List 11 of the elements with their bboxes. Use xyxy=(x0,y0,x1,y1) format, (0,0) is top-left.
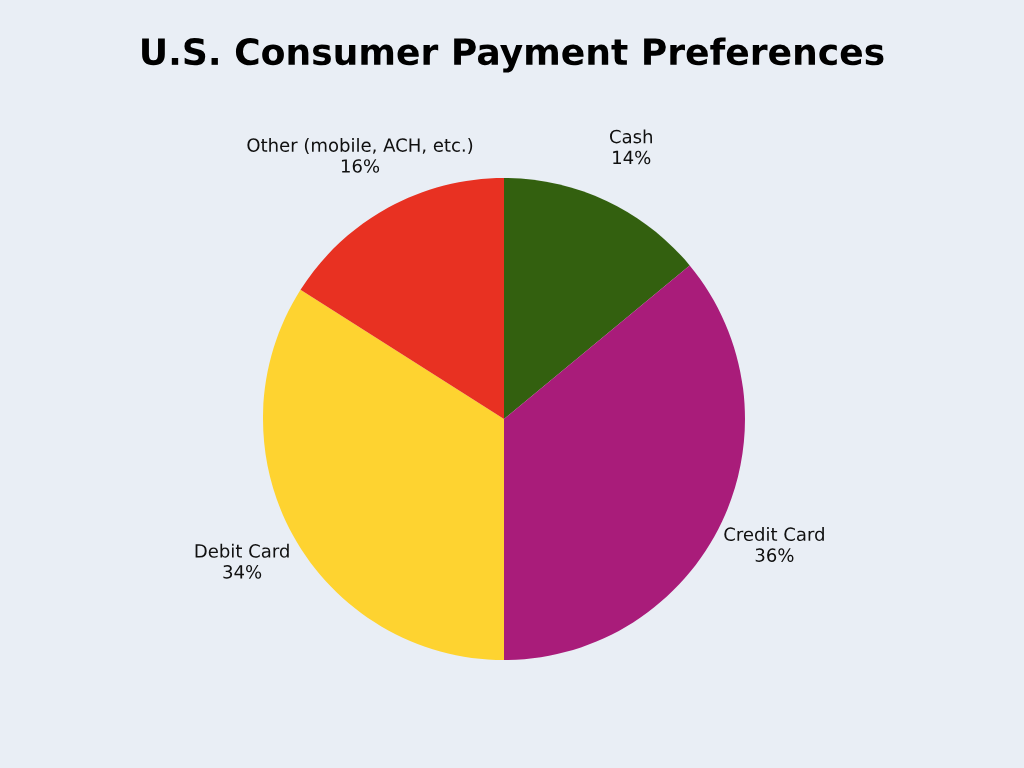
chart-title: U.S. Consumer Payment Preferences xyxy=(142,37,884,73)
slice-label: Debit Card xyxy=(195,543,289,558)
data-label: 16% xyxy=(341,159,380,173)
slice-label: Cash xyxy=(609,129,652,144)
pie-slice xyxy=(504,178,690,419)
slice-label: Other (mobile, ACH, etc.) xyxy=(247,137,473,155)
data-label: 34% xyxy=(223,565,262,579)
data-label: 14% xyxy=(613,150,651,165)
pie-slice xyxy=(300,178,504,419)
slice-label: Credit Card xyxy=(724,527,824,542)
data-label: 36% xyxy=(755,548,794,562)
